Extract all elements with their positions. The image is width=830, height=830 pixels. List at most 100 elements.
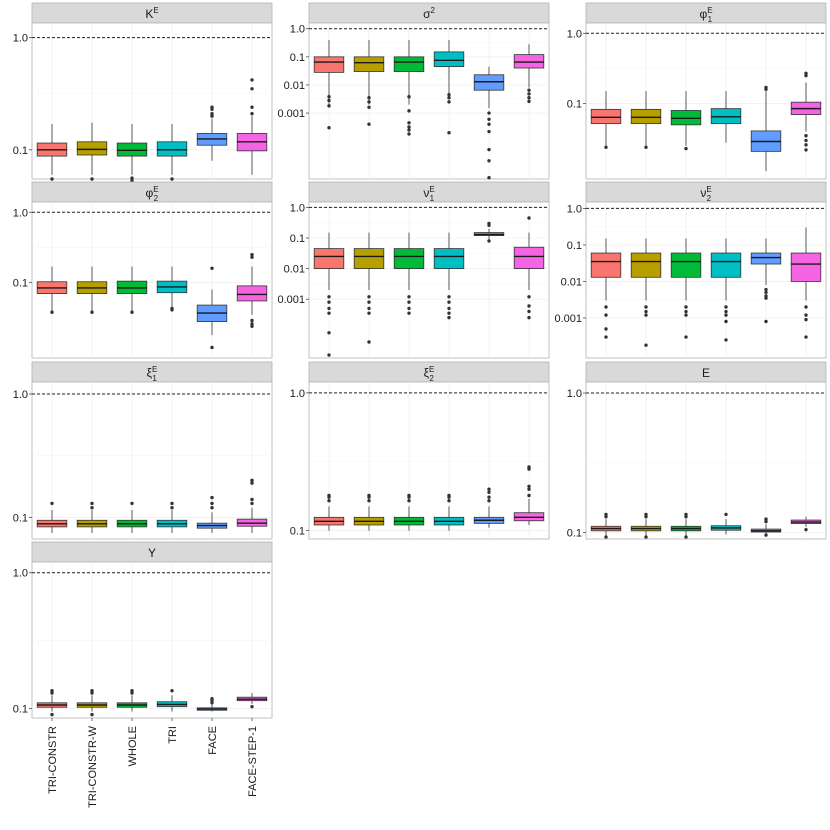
- outlier-point: [250, 105, 254, 109]
- outlier-point: [327, 353, 331, 357]
- panel-4: νE 1 1.0 0.1 0.01 0.001: [277, 181, 550, 359]
- outlier-point: [90, 712, 94, 717]
- outlier-point: [210, 111, 214, 116]
- outlier-point: [604, 335, 608, 339]
- box-iqr: [393, 56, 425, 72]
- facet-title: νE 1: [423, 185, 434, 203]
- facet-title-superscript: E: [429, 185, 434, 194]
- y-tick-label: 0.1: [13, 513, 28, 525]
- y-tick-label: 1.0: [290, 388, 305, 400]
- outlier-point: [644, 309, 648, 314]
- outlier-point: [250, 497, 254, 502]
- outlier-point: [447, 306, 451, 311]
- facet-title-symbol: ν: [423, 186, 429, 200]
- outlier-point: [804, 143, 808, 147]
- outlier-point: [684, 305, 688, 309]
- outlier-point: [804, 73, 808, 78]
- box-whole: [116, 501, 148, 533]
- box-face: [473, 221, 505, 243]
- outlier-point: [90, 310, 94, 314]
- panel-0: KE 1.0 0.1: [13, 2, 273, 183]
- box-iqr: [433, 248, 465, 270]
- facet-title: φE 2: [145, 185, 158, 203]
- facet-title-subscript: 2: [707, 194, 712, 203]
- box-face-step-1: [790, 516, 822, 532]
- box-face-step-1: [513, 44, 545, 104]
- outlier-point: [447, 315, 451, 320]
- box-face: [750, 85, 782, 172]
- box-face: [473, 66, 505, 180]
- y-tick-label: 1.0: [13, 207, 28, 219]
- outlier-point: [764, 296, 768, 300]
- outlier-point: [250, 478, 254, 483]
- box-tri: [710, 238, 742, 342]
- outlier-point: [367, 105, 371, 110]
- plot-panel: [31, 561, 273, 719]
- outlier-point: [250, 324, 254, 328]
- outlier-point: [407, 499, 411, 503]
- box-tri-constr: [36, 123, 68, 181]
- outlier-point: [250, 322, 254, 326]
- outlier-point: [724, 305, 728, 309]
- outlier-point: [527, 309, 531, 314]
- outlier-point: [367, 499, 371, 503]
- outlier-point: [684, 512, 688, 517]
- outlier-point: [90, 501, 94, 506]
- outlier-point: [210, 701, 214, 705]
- y-tick-label: 0.1: [13, 278, 28, 290]
- outlier-point: [527, 92, 531, 96]
- outlier-point: [407, 121, 411, 125]
- facet-title-subscript: 1: [152, 374, 157, 383]
- outlier-point: [210, 506, 214, 510]
- plot-panel: [308, 381, 550, 540]
- outlier-point: [50, 310, 54, 314]
- outlier-point: [367, 122, 371, 126]
- box-tri: [156, 689, 188, 712]
- outlier-point: [644, 305, 648, 309]
- panel-9: Y 1.0 0.1 TRI-CONSTR TRI-CONSTR-W WHOLE TRI FAC…: [13, 541, 273, 808]
- outlier-point: [170, 177, 174, 181]
- outlier-point: [604, 512, 608, 517]
- outlier-point: [170, 506, 174, 510]
- box-tri-constr-w: [76, 266, 108, 314]
- outlier-point: [170, 308, 174, 312]
- box-iqr: [76, 141, 108, 156]
- outlier-point: [804, 313, 808, 317]
- y-tick-label: 1.0: [567, 28, 582, 40]
- outlier-point: [447, 493, 451, 498]
- box-iqr: [116, 142, 148, 157]
- outlier-point: [604, 313, 608, 317]
- outlier-point: [170, 689, 174, 693]
- outlier-point: [487, 159, 491, 163]
- facet-title-superscript: 2: [430, 6, 435, 15]
- box-tri-constr-w: [630, 238, 662, 347]
- facet-title: ξE 2: [424, 365, 435, 383]
- outlier-point: [764, 533, 768, 537]
- outlier-point: [210, 105, 214, 109]
- y-tick-label: 0.01: [284, 264, 305, 276]
- facet-title: σ2: [423, 6, 435, 21]
- outlier-point: [644, 313, 648, 317]
- outlier-point: [764, 519, 768, 524]
- box-iqr: [236, 285, 268, 302]
- box-face: [473, 487, 505, 528]
- outlier-point: [487, 495, 491, 499]
- outlier-point: [367, 96, 371, 100]
- outlier-point: [804, 138, 808, 143]
- y-tick-label: 0.1: [13, 703, 28, 715]
- facet-title-subscript: 1: [708, 15, 713, 24]
- panel-8: E 1.0 0.1: [567, 361, 827, 540]
- facet-title-superscript: E: [153, 185, 158, 194]
- outlier-point: [604, 305, 608, 309]
- outlier-point: [50, 712, 54, 717]
- facet-title-superscript: E: [429, 365, 434, 374]
- outlier-point: [527, 487, 531, 491]
- outlier-point: [327, 311, 331, 315]
- outlier-point: [527, 99, 531, 104]
- box-whole: [670, 512, 702, 539]
- outlier-point: [487, 176, 491, 180]
- box-tri: [156, 266, 188, 312]
- outlier-point: [367, 493, 371, 498]
- outlier-point: [604, 535, 608, 539]
- outlier-point: [250, 481, 254, 485]
